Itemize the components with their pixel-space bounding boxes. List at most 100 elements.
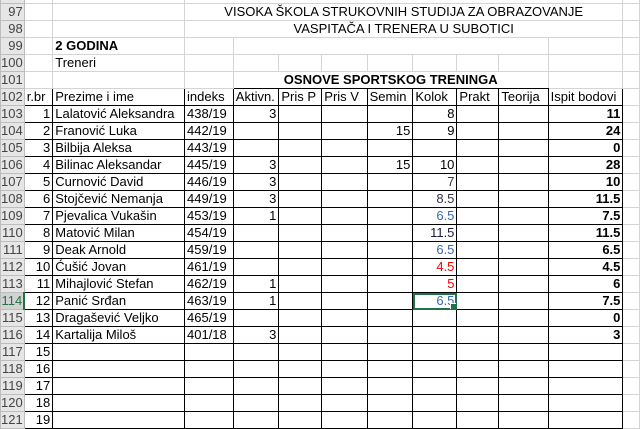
cell-aktivn[interactable]: 3 (232, 156, 280, 174)
column-header-kolok[interactable]: Kolok (412, 88, 458, 106)
cell-prakt[interactable] (456, 207, 500, 225)
cell-pris-p[interactable] (278, 224, 323, 242)
cell-ispit[interactable]: 11.5 (547, 224, 624, 242)
cell-indeks[interactable] (184, 343, 234, 361)
cell-semin[interactable] (366, 258, 414, 276)
cell-ispit[interactable]: 11.5 (547, 190, 624, 208)
cell-pris-p[interactable] (278, 292, 323, 310)
row-header[interactable]: 106 (0, 156, 25, 174)
cell-kolok[interactable] (412, 411, 458, 429)
cell-semin[interactable] (366, 207, 414, 225)
cell-semin[interactable] (366, 275, 414, 293)
cell-ispit[interactable]: 6 (547, 275, 624, 293)
cell-indeks[interactable]: 453/19 (184, 207, 234, 225)
cell-rbr[interactable]: 10 (23, 258, 54, 276)
cell-name[interactable] (52, 377, 185, 395)
cell-semin[interactable] (366, 241, 414, 259)
row-header[interactable]: 121 (0, 411, 25, 429)
column-header-name[interactable]: Prezime i ime (52, 88, 185, 106)
cell-ispit[interactable]: 3 (547, 326, 624, 344)
row-header[interactable]: 100 (0, 54, 25, 72)
cell-name[interactable] (52, 343, 185, 361)
cell-semin[interactable] (366, 309, 414, 327)
cell[interactable] (23, 20, 54, 38)
cell-pris-v[interactable] (321, 105, 368, 123)
cell-kolok[interactable] (412, 326, 458, 344)
cell-indeks[interactable] (184, 411, 234, 429)
cell-pris-p[interactable] (278, 275, 323, 293)
cell-semin[interactable] (366, 377, 414, 395)
row-header[interactable]: 111 (0, 241, 25, 259)
cell-indeks[interactable]: 462/19 (184, 275, 234, 293)
cell-ispit[interactable] (547, 394, 624, 412)
cell-name[interactable]: Franović Luka (52, 122, 185, 140)
cell-rbr[interactable]: 5 (23, 173, 54, 191)
row-header[interactable]: 119 (0, 377, 25, 395)
cell-pris-p[interactable] (278, 258, 323, 276)
cell[interactable] (23, 71, 54, 89)
cell-indeks[interactable]: 445/19 (184, 156, 234, 174)
cell-teorija[interactable] (498, 394, 549, 412)
cell-indeks[interactable]: 401/18 (184, 326, 234, 344)
cell-pris-p[interactable] (278, 309, 323, 327)
row-header[interactable]: 118 (0, 360, 25, 378)
cell-rbr[interactable]: 3 (23, 139, 54, 157)
cell[interactable] (498, 54, 549, 72)
cell-aktivn[interactable] (232, 309, 280, 327)
cell-prakt[interactable] (456, 258, 500, 276)
cell-rbr[interactable]: 16 (23, 360, 54, 378)
row-header[interactable]: 117 (0, 343, 25, 361)
cell[interactable] (547, 37, 624, 55)
cell[interactable] (622, 173, 640, 191)
cell-ispit[interactable]: 11 (547, 105, 624, 123)
cell-teorija[interactable] (498, 207, 549, 225)
column-header-indeks[interactable]: indeks (184, 88, 234, 106)
subject-title[interactable]: OSNOVE SPORTSKOG TRENINGA (232, 71, 549, 89)
cell-kolok[interactable]: 10 (412, 156, 458, 174)
column-header-pris-v[interactable]: Pris V (321, 88, 368, 106)
cell-teorija[interactable] (498, 360, 549, 378)
cell-pris-p[interactable] (278, 122, 323, 140)
cell-name[interactable] (52, 394, 185, 412)
cell-teorija[interactable] (498, 411, 549, 429)
cell-pris-v[interactable] (321, 394, 368, 412)
cell-teorija[interactable] (498, 173, 549, 191)
cell-kolok[interactable]: 6.5 (412, 241, 458, 259)
cell-name[interactable] (52, 360, 185, 378)
cell-indeks[interactable] (184, 394, 234, 412)
column-header-rbr[interactable]: r.br (23, 88, 54, 106)
cell-kolok[interactable]: 8 (412, 105, 458, 123)
cell-name[interactable]: Stojčević Nemanja (52, 190, 185, 208)
cell[interactable] (547, 54, 624, 72)
cell-pris-v[interactable] (321, 309, 368, 327)
cell-pris-v[interactable] (321, 258, 368, 276)
row-header[interactable]: 115 (0, 309, 25, 327)
cell[interactable] (23, 54, 54, 72)
cell-prakt[interactable] (456, 105, 500, 123)
cell-indeks[interactable]: 446/19 (184, 173, 234, 191)
cell-rbr[interactable]: 8 (23, 224, 54, 242)
cell[interactable] (622, 292, 640, 310)
fill-handle[interactable] (450, 303, 456, 309)
row-header[interactable]: 97 (0, 3, 25, 21)
cell-indeks[interactable]: 463/19 (184, 292, 234, 310)
cell-rbr[interactable]: 2 (23, 122, 54, 140)
cell[interactable] (184, 37, 234, 55)
cell-rbr[interactable]: 4 (23, 156, 54, 174)
cell[interactable] (622, 377, 640, 395)
cell-aktivn[interactable] (232, 411, 280, 429)
cell-indeks[interactable]: 442/19 (184, 122, 234, 140)
cell[interactable] (52, 3, 185, 21)
cell-ispit[interactable]: 6.5 (547, 241, 624, 259)
cell-aktivn[interactable]: 1 (232, 292, 280, 310)
cell[interactable] (622, 326, 640, 344)
cell-pris-p[interactable] (278, 394, 323, 412)
cell-pris-v[interactable] (321, 326, 368, 344)
cell-semin[interactable]: 15 (366, 156, 414, 174)
group-label[interactable]: Treneri (52, 54, 185, 72)
cell-teorija[interactable] (498, 122, 549, 140)
cell[interactable] (622, 20, 640, 38)
cell-teorija[interactable] (498, 343, 549, 361)
cell[interactable] (456, 54, 500, 72)
cell-aktivn[interactable] (232, 258, 280, 276)
